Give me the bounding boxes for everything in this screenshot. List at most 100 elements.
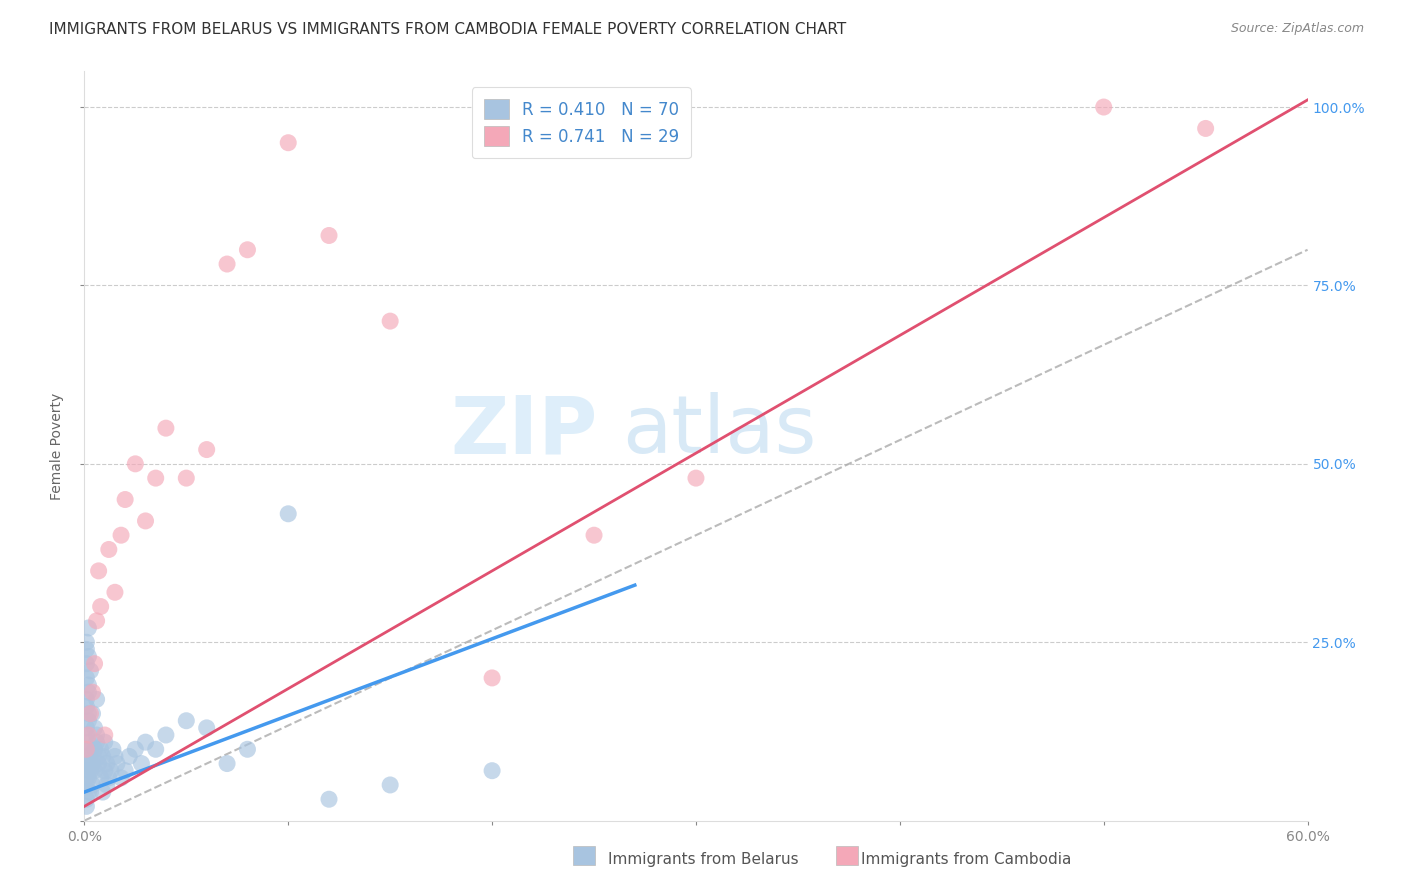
- Point: [79, 756, 101, 771]
- Point: [91, 749, 114, 764]
- Point: [75, 635, 97, 649]
- Point: [75, 692, 97, 706]
- Point: [75, 728, 97, 742]
- Y-axis label: Female Poverty: Female Poverty: [51, 392, 65, 500]
- Point: [124, 457, 146, 471]
- Point: [75, 742, 97, 756]
- Point: [77, 678, 100, 692]
- Point: [236, 742, 259, 756]
- Point: [96, 778, 118, 792]
- Point: [101, 742, 124, 756]
- Point: [79, 664, 101, 678]
- Point: [75, 699, 97, 714]
- Point: [155, 421, 177, 435]
- Point: [90, 742, 112, 756]
- Point: [79, 785, 101, 799]
- Point: [685, 471, 707, 485]
- Point: [79, 706, 101, 721]
- Point: [217, 257, 239, 271]
- Point: [77, 621, 100, 635]
- Text: IMMIGRANTS FROM BELARUS VS IMMIGRANTS FROM CAMBODIA FEMALE POVERTY CORRELATION C: IMMIGRANTS FROM BELARUS VS IMMIGRANTS FR…: [49, 22, 846, 37]
- Point: [77, 756, 100, 771]
- Point: [104, 585, 127, 599]
- Point: [174, 714, 197, 728]
- Point: [135, 514, 157, 528]
- Point: [96, 756, 118, 771]
- Point: [236, 243, 259, 257]
- Point: [75, 642, 97, 657]
- Point: [110, 771, 132, 785]
- Point: [86, 614, 108, 628]
- Text: Source: ZipAtlas.com: Source: ZipAtlas.com: [1230, 22, 1364, 36]
- Point: [77, 771, 100, 785]
- Point: [77, 764, 100, 778]
- Point: [87, 564, 110, 578]
- Point: [93, 735, 115, 749]
- Text: Immigrants from Belarus: Immigrants from Belarus: [607, 852, 799, 867]
- Point: [75, 792, 97, 806]
- Point: [97, 542, 120, 557]
- Point: [90, 599, 112, 614]
- Point: [104, 749, 127, 764]
- Point: [91, 785, 114, 799]
- Text: ZIP: ZIP: [451, 392, 598, 470]
- Point: [380, 778, 402, 792]
- Point: [87, 756, 110, 771]
- Point: [318, 792, 340, 806]
- Point: [75, 778, 97, 792]
- Point: [380, 314, 402, 328]
- Point: [83, 764, 105, 778]
- Point: [86, 728, 108, 742]
- Point: [75, 671, 97, 685]
- Point: [75, 742, 97, 756]
- Point: [77, 785, 100, 799]
- Point: [75, 657, 97, 671]
- Point: [277, 507, 299, 521]
- Point: [83, 657, 105, 671]
- Point: [1092, 100, 1115, 114]
- Point: [75, 771, 97, 785]
- Point: [114, 492, 136, 507]
- Point: [217, 756, 239, 771]
- Point: [82, 756, 104, 771]
- Point: [135, 735, 157, 749]
- Point: [77, 685, 100, 699]
- Point: [77, 649, 100, 664]
- Text: Immigrants from Cambodia: Immigrants from Cambodia: [860, 852, 1071, 867]
- Point: [75, 799, 97, 814]
- Point: [318, 228, 340, 243]
- Point: [82, 778, 104, 792]
- Point: [131, 756, 153, 771]
- Point: [90, 771, 112, 785]
- Point: [77, 706, 100, 721]
- Point: [100, 764, 122, 778]
- Point: [77, 714, 100, 728]
- Point: [79, 764, 101, 778]
- Point: [145, 742, 167, 756]
- Point: [481, 671, 503, 685]
- Point: [195, 721, 218, 735]
- Point: [124, 742, 146, 756]
- Point: [145, 471, 167, 485]
- Point: [77, 728, 100, 742]
- Point: [97, 771, 120, 785]
- Legend: R = 0.410   N = 70, R = 0.741   N = 29: R = 0.410 N = 70, R = 0.741 N = 29: [472, 87, 690, 158]
- Point: [155, 728, 177, 742]
- Point: [105, 756, 128, 771]
- Point: [86, 692, 108, 706]
- Point: [82, 706, 104, 721]
- Point: [93, 764, 115, 778]
- Point: [93, 728, 115, 742]
- Point: [277, 136, 299, 150]
- Point: [87, 749, 110, 764]
- Point: [1195, 121, 1218, 136]
- Point: [118, 749, 141, 764]
- Point: [174, 471, 197, 485]
- Point: [83, 742, 105, 756]
- Point: [195, 442, 218, 457]
- Point: [75, 749, 97, 764]
- Point: [86, 735, 108, 749]
- Text: atlas: atlas: [623, 392, 817, 470]
- Point: [82, 685, 104, 699]
- Point: [79, 742, 101, 756]
